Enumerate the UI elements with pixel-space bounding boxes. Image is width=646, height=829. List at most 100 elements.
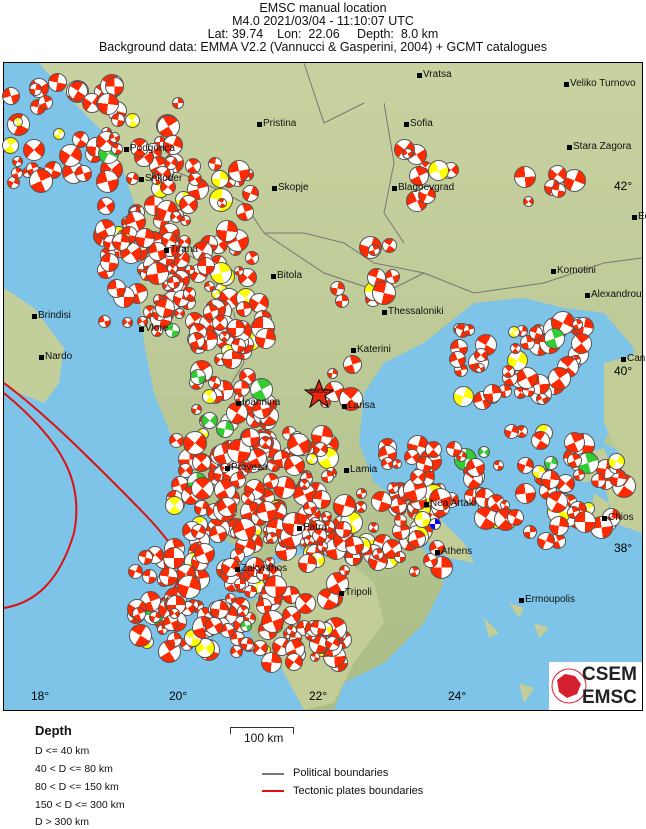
focal-mechanism-icon[interactable] xyxy=(163,547,185,569)
focal-mechanism-icon[interactable] xyxy=(53,128,65,140)
focal-mechanism-icon[interactable] xyxy=(211,289,221,299)
focal-mechanism-icon[interactable] xyxy=(523,525,537,539)
focal-mechanism-icon[interactable] xyxy=(2,137,19,154)
focal-mechanism-icon[interactable] xyxy=(541,470,560,489)
focal-mechanism-icon[interactable] xyxy=(174,308,185,319)
focal-mechanism-icon[interactable] xyxy=(429,518,441,530)
focal-mechanism-icon[interactable] xyxy=(201,412,218,429)
focal-mechanism-icon[interactable] xyxy=(126,172,139,185)
focal-mechanism-icon[interactable] xyxy=(372,548,384,560)
focal-mechanism-icon[interactable] xyxy=(111,143,123,155)
focal-mechanism-icon[interactable] xyxy=(157,115,180,138)
focal-mechanism-icon[interactable] xyxy=(230,472,246,488)
focal-mechanism-icon[interactable] xyxy=(536,393,548,405)
focal-mechanism-icon[interactable] xyxy=(167,276,180,289)
focal-mechanism-icon[interactable] xyxy=(295,593,316,614)
focal-mechanism-icon[interactable] xyxy=(573,469,585,481)
focal-mechanism-icon[interactable] xyxy=(261,610,284,633)
focal-mechanism-icon[interactable] xyxy=(356,488,367,499)
focal-mechanism-icon[interactable] xyxy=(138,550,153,565)
focal-mechanism-icon[interactable] xyxy=(310,652,320,662)
focal-mechanism-icon[interactable] xyxy=(478,446,490,458)
focal-mechanism-icon[interactable] xyxy=(159,567,178,586)
focal-mechanism-icon[interactable] xyxy=(429,488,452,511)
focal-mechanism-icon[interactable] xyxy=(160,179,176,195)
focal-mechanism-icon[interactable] xyxy=(204,281,215,292)
focal-mechanism-icon[interactable] xyxy=(330,281,345,296)
focal-mechanism-icon[interactable] xyxy=(240,620,252,632)
focal-mechanism-icon[interactable] xyxy=(217,198,227,208)
focal-mechanism-icon[interactable] xyxy=(59,144,82,167)
focal-mechanism-icon[interactable] xyxy=(38,95,53,110)
focal-mechanism-icon[interactable] xyxy=(122,317,133,328)
focal-mechanism-icon[interactable] xyxy=(234,266,244,276)
focal-mechanism-icon[interactable] xyxy=(111,113,125,127)
focal-mechanism-icon[interactable] xyxy=(230,645,243,658)
focal-mechanism-icon[interactable] xyxy=(48,73,67,92)
focal-mechanism-icon[interactable] xyxy=(244,585,257,598)
focal-mechanism-icon[interactable] xyxy=(571,333,592,354)
focal-mechanism-icon[interactable] xyxy=(164,156,178,170)
focal-mechanism-icon[interactable] xyxy=(191,524,206,539)
focal-mechanism-icon[interactable] xyxy=(242,185,259,202)
focal-mechanism-icon[interactable] xyxy=(310,620,326,636)
focal-mechanism-icon[interactable] xyxy=(208,157,222,171)
focal-mechanism-icon[interactable] xyxy=(339,565,350,576)
focal-mechanism-icon[interactable] xyxy=(466,458,485,477)
focal-mechanism-icon[interactable] xyxy=(453,386,474,407)
focal-mechanism-icon[interactable] xyxy=(446,441,462,457)
focal-mechanism-icon[interactable] xyxy=(216,420,234,438)
focal-mechanism-icon[interactable] xyxy=(544,328,565,349)
focal-mechanism-icon[interactable] xyxy=(245,251,259,265)
focal-mechanism-icon[interactable] xyxy=(165,323,180,338)
focal-mechanism-icon[interactable] xyxy=(372,281,396,305)
focal-mechanism-icon[interactable] xyxy=(523,196,534,207)
focal-mechanism-icon[interactable] xyxy=(112,233,130,251)
focal-mechanism-icon[interactable] xyxy=(428,160,449,181)
focal-mechanism-icon[interactable] xyxy=(537,532,555,550)
focal-mechanism-icon[interactable] xyxy=(132,607,146,621)
focal-mechanism-icon[interactable] xyxy=(191,404,202,415)
focal-mechanism-icon[interactable] xyxy=(227,319,245,337)
focal-mechanism-icon[interactable] xyxy=(343,355,362,374)
focal-mechanism-icon[interactable] xyxy=(299,479,310,490)
focal-mechanism-icon[interactable] xyxy=(402,148,413,159)
focal-mechanism-icon[interactable] xyxy=(146,262,169,285)
focal-mechanism-icon[interactable] xyxy=(208,376,221,389)
focal-mechanism-icon[interactable] xyxy=(178,235,191,248)
focal-mechanism-icon[interactable] xyxy=(449,351,466,368)
focal-mechanism-icon[interactable] xyxy=(165,496,184,515)
focal-mechanism-icon[interactable] xyxy=(298,554,317,573)
focal-mechanism-icon[interactable] xyxy=(333,494,356,517)
focal-mechanism-icon[interactable] xyxy=(185,265,195,275)
focal-mechanism-icon[interactable] xyxy=(408,530,426,548)
focal-mechanism-icon[interactable] xyxy=(151,174,162,185)
focal-mechanism-icon[interactable] xyxy=(504,424,519,439)
focal-mechanism-icon[interactable] xyxy=(236,301,252,317)
focal-mechanism-icon[interactable] xyxy=(515,483,536,504)
focal-mechanism-icon[interactable] xyxy=(263,473,279,489)
focal-mechanism-icon[interactable] xyxy=(517,457,534,474)
focal-mechanism-icon[interactable] xyxy=(170,211,182,223)
focal-mechanism-icon[interactable] xyxy=(212,315,228,331)
focal-mechanism-icon[interactable] xyxy=(149,611,161,623)
focal-mechanism-icon[interactable] xyxy=(394,514,407,527)
focal-mechanism-icon[interactable] xyxy=(303,501,317,515)
focal-mechanism-icon[interactable] xyxy=(183,287,196,300)
focal-mechanism-icon[interactable] xyxy=(507,509,524,526)
focal-mechanism-icon[interactable] xyxy=(548,367,571,390)
focal-mechanism-icon[interactable] xyxy=(256,501,277,522)
focal-mechanism-icon[interactable] xyxy=(155,298,175,318)
focal-mechanism-icon[interactable] xyxy=(185,158,201,174)
focal-mechanism-icon[interactable] xyxy=(345,536,364,555)
focal-mechanism-icon[interactable] xyxy=(163,135,183,155)
focal-mechanism-icon[interactable] xyxy=(306,453,318,465)
seismicity-map[interactable]: EMSC Vratsa Veliko Turnovo Pristina Sofia St… xyxy=(2,62,646,711)
focal-mechanism-icon[interactable] xyxy=(572,319,583,330)
focal-mechanism-icon[interactable] xyxy=(514,166,536,188)
focal-mechanism-icon[interactable] xyxy=(493,460,504,471)
focal-mechanism-icon[interactable] xyxy=(284,455,305,476)
focal-mechanism-icon[interactable] xyxy=(190,369,206,385)
focal-mechanism-icon[interactable] xyxy=(261,652,282,673)
focal-mechanism-icon[interactable] xyxy=(100,253,119,272)
